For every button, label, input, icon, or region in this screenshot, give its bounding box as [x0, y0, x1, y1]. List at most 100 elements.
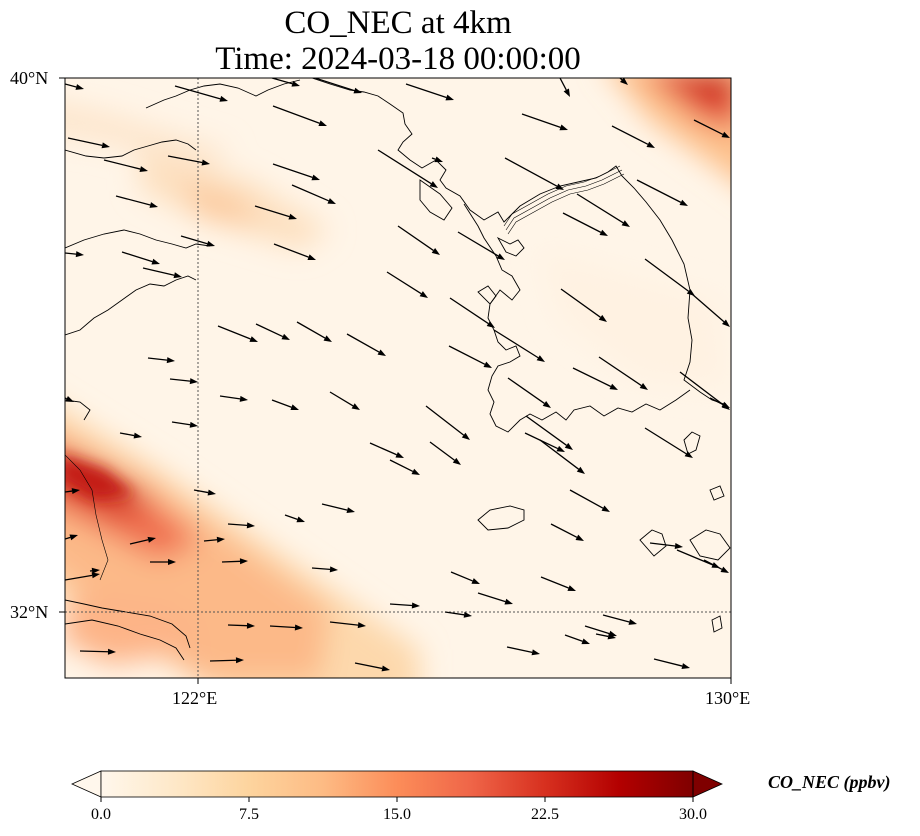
- wind-arrow: [79, 648, 116, 655]
- wind-arrow: [119, 432, 142, 439]
- wind-arrow: [354, 662, 390, 672]
- wind-arrow: [65, 534, 78, 541]
- wind-arrow: [311, 566, 338, 573]
- wind-arrow: [429, 441, 461, 465]
- wind-arrow: [576, 193, 630, 227]
- wind-arrow: [524, 432, 565, 452]
- lon-label-130e: 130°E: [705, 688, 751, 708]
- wind-arrow: [636, 179, 688, 206]
- wind-vectors: [65, 78, 730, 672]
- colorbar-tick-4: 30.0: [679, 806, 707, 823]
- lat-label-32n: 32°N: [10, 602, 49, 622]
- wind-arrow: [676, 549, 720, 568]
- wind-arrow: [89, 567, 100, 574]
- colorbar: [71, 770, 723, 802]
- wind-arrow: [507, 377, 551, 408]
- wind-arrow: [709, 397, 730, 408]
- wind-arrow: [227, 522, 255, 529]
- wind-arrow: [584, 625, 617, 637]
- coastlines: [65, 78, 731, 661]
- colorbar-min-extend: [71, 770, 102, 798]
- wind-arrow: [227, 622, 255, 629]
- wind-arrow: [174, 85, 228, 102]
- lon-label-122e: 122°E: [172, 688, 218, 708]
- wind-arrow: [254, 205, 297, 220]
- wind-arrow: [121, 251, 160, 265]
- wind-arrow: [389, 459, 420, 475]
- wind-arrow: [449, 297, 495, 328]
- wind-arrow: [269, 624, 303, 631]
- wind-arrow: [271, 78, 300, 87]
- wind-arrow: [525, 415, 573, 450]
- wind-arrow: [291, 184, 336, 204]
- wind-arrow: [598, 356, 648, 390]
- wind-arrow: [273, 243, 316, 260]
- wind-arrow: [329, 621, 366, 629]
- wind-arrow: [504, 157, 564, 190]
- wind-arrow: [562, 212, 608, 236]
- wind-arrow: [193, 489, 216, 496]
- wind-arrow: [644, 427, 693, 458]
- wind-arrow: [221, 558, 248, 565]
- wind-arrow: [560, 288, 607, 322]
- wind-arrow: [67, 137, 110, 149]
- wind-arrow: [180, 235, 215, 247]
- colorbar-max-extend: [692, 770, 723, 798]
- wind-arrow: [539, 439, 585, 474]
- wind-arrow: [691, 293, 730, 327]
- wind-arrow: [271, 399, 299, 411]
- wind-arrow: [314, 78, 362, 94]
- wind-arrow: [611, 125, 655, 148]
- colorbar-gradient: [101, 771, 693, 797]
- wind-arrow: [142, 267, 182, 279]
- wind-arrow: [448, 345, 492, 368]
- concentration-field: [65, 78, 731, 678]
- colorbar-tick-2: 15.0: [383, 806, 411, 823]
- wind-arrow: [219, 395, 248, 402]
- wind-arrow: [65, 251, 84, 258]
- wind-arrow: [296, 321, 332, 342]
- wind-arrow: [540, 576, 576, 591]
- wind-arrow: [171, 421, 198, 428]
- wind-arrow: [550, 523, 584, 541]
- wind-arrow: [602, 614, 637, 625]
- wind-arrow: [389, 602, 420, 609]
- wind-arrow: [397, 225, 440, 255]
- wind-arrow: [169, 378, 198, 385]
- wind-arrow: [450, 571, 480, 584]
- wind-arrow: [564, 634, 590, 645]
- wind-arrow: [425, 405, 470, 440]
- wind-arrow: [255, 323, 290, 340]
- map-time-subtitle: Time: 2024-03-18 00:00:00: [215, 41, 581, 77]
- wind-arrow: [369, 442, 404, 458]
- wind-arrow: [506, 646, 540, 656]
- wind-arrow: [693, 119, 730, 138]
- wind-arrow: [569, 489, 610, 512]
- wind-arrow: [653, 658, 690, 669]
- wind-arrow: [329, 391, 360, 410]
- wind-arrow: [346, 333, 386, 356]
- wind-arrow: [147, 357, 175, 364]
- map-frame: [64, 77, 732, 679]
- lat-label-40n: 40°N: [10, 68, 49, 88]
- wind-arrow: [129, 536, 156, 545]
- wind-arrow: [572, 367, 618, 390]
- wind-arrow: [103, 159, 148, 172]
- wind-arrow: [431, 156, 443, 163]
- colorbar-label: CO_NEC (ppbv): [768, 772, 891, 792]
- wind-arrow: [477, 592, 513, 605]
- wind-arrow: [493, 329, 545, 362]
- wind-arrow: [386, 271, 428, 298]
- wind-arrow: [457, 231, 505, 260]
- wind-arrow: [65, 572, 100, 581]
- wind-arrow: [150, 559, 176, 565]
- wind-arrow: [321, 503, 355, 514]
- wind-arrow: [115, 195, 158, 208]
- colorbar-tick-3: 22.5: [531, 806, 559, 823]
- wind-arrow: [377, 149, 438, 188]
- wind-arrow: [284, 514, 305, 523]
- wind-arrow: [167, 155, 210, 166]
- axis-ticks: [59, 77, 732, 684]
- wind-arrow: [405, 83, 454, 101]
